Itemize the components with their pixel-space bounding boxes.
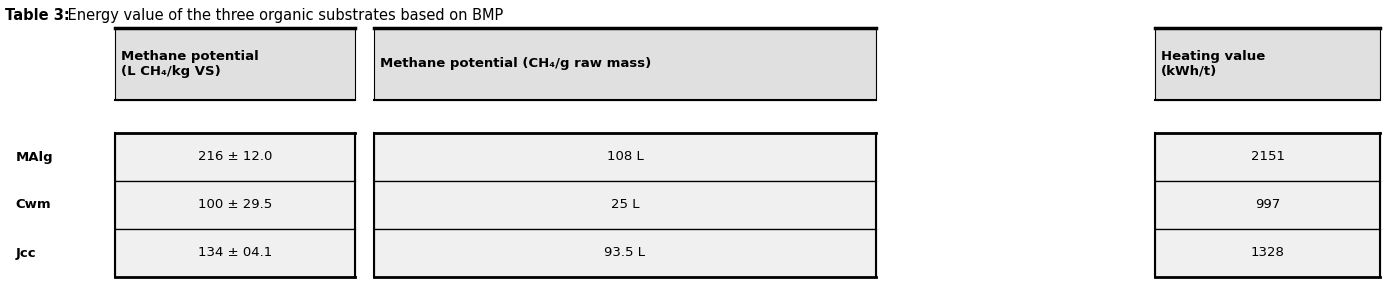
Bar bbox=[1155, 28, 1380, 100]
Bar bbox=[1155, 133, 1380, 181]
Bar bbox=[373, 229, 876, 277]
Text: 2151: 2151 bbox=[1251, 151, 1284, 164]
Bar bbox=[115, 181, 355, 229]
Text: Cwm: Cwm bbox=[15, 199, 51, 212]
Bar bbox=[373, 28, 876, 100]
Text: 93.5 L: 93.5 L bbox=[605, 247, 645, 260]
Text: Jcc: Jcc bbox=[15, 247, 36, 260]
Bar bbox=[115, 28, 355, 100]
Bar bbox=[373, 133, 876, 181]
Text: 100 ± 29.5: 100 ± 29.5 bbox=[198, 199, 272, 212]
Text: Heating value
(kWh/t): Heating value (kWh/t) bbox=[1160, 50, 1266, 78]
Bar bbox=[115, 133, 355, 181]
Text: Methane potential
(L CH₄/kg VS): Methane potential (L CH₄/kg VS) bbox=[121, 50, 258, 78]
Bar bbox=[1155, 229, 1380, 277]
Bar bbox=[1155, 181, 1380, 229]
Text: Table 3:: Table 3: bbox=[6, 8, 69, 23]
Text: 134 ± 04.1: 134 ± 04.1 bbox=[198, 247, 272, 260]
Text: 1328: 1328 bbox=[1251, 247, 1284, 260]
Text: Energy value of the three organic substrates based on BMP: Energy value of the three organic substr… bbox=[62, 8, 504, 23]
Bar bbox=[373, 181, 876, 229]
Text: MAlg: MAlg bbox=[15, 151, 53, 164]
Text: 25 L: 25 L bbox=[611, 199, 640, 212]
Text: 216 ± 12.0: 216 ± 12.0 bbox=[198, 151, 272, 164]
Text: 108 L: 108 L bbox=[607, 151, 644, 164]
Bar bbox=[115, 229, 355, 277]
Text: 997: 997 bbox=[1255, 199, 1280, 212]
Text: Methane potential (CH₄/g raw mass): Methane potential (CH₄/g raw mass) bbox=[380, 57, 651, 70]
